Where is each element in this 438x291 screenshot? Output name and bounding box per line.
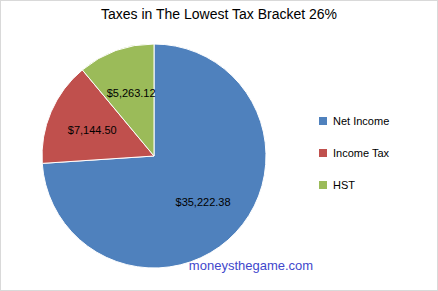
html-text:HST: HST bbox=[333, 179, 355, 191]
svg-text:$35,222.38: $35,222.38 bbox=[176, 196, 231, 208]
html-text:moneysthegame.com: moneysthegame.com bbox=[188, 258, 314, 273]
svg-text:$7,144.50: $7,144.50 bbox=[68, 124, 117, 136]
html-text:Net Income: Net Income bbox=[333, 115, 390, 127]
html-text:Taxes in The Lowest Tax Bracke: Taxes in The Lowest Tax Bracket 26% bbox=[101, 6, 337, 22]
svg-text:$5,263.12: $5,263.12 bbox=[107, 87, 156, 99]
html-text:Income Tax: Income Tax bbox=[333, 147, 390, 159]
